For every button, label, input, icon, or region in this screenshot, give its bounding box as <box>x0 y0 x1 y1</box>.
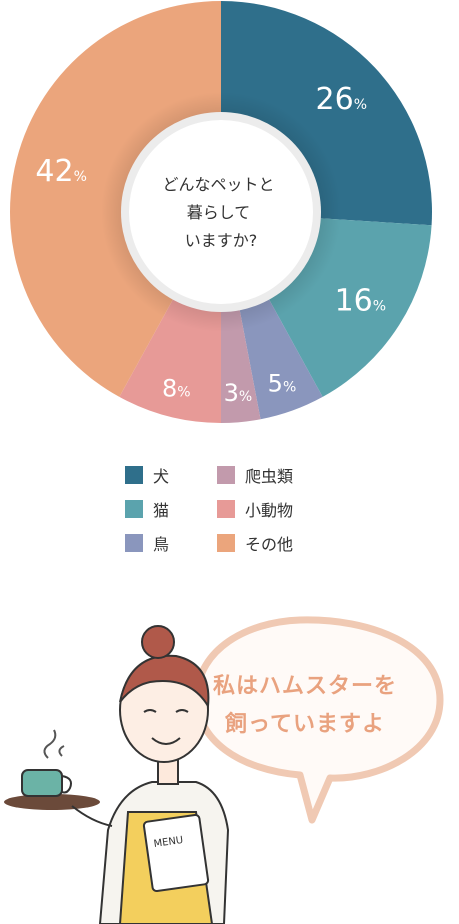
center-disc <box>129 120 313 304</box>
hair <box>119 654 210 710</box>
center-text-line-2: 暮らして <box>187 203 251 222</box>
legend-item-reptile: 爬虫類 <box>217 462 337 488</box>
legend: 犬 爬虫類 猫 小動物 鳥 その他 <box>125 462 337 556</box>
slice-label: 26% <box>316 82 368 117</box>
speech-bubble <box>193 616 444 824</box>
tray <box>4 794 100 810</box>
menu-label: MENU <box>153 835 184 850</box>
slice-label: 3% <box>224 379 253 407</box>
legend-item-other: その他 <box>217 530 337 556</box>
legend-swatch <box>125 500 143 518</box>
speech-line-1: 私はハムスターを <box>212 674 397 699</box>
center-text: どんなペットと 暮らして いますか? <box>162 175 279 250</box>
legend-item-dog: 犬 <box>125 462 217 488</box>
smile <box>151 737 181 745</box>
legend-swatch <box>217 534 235 552</box>
waitress-illustration: MENU <box>4 616 444 924</box>
pie-chart: どんなペットと 暮らして いますか? 26% 16% 5% 3% 8% 42% <box>9 1 432 423</box>
slice-label: 16% <box>335 283 387 318</box>
legend-swatch <box>217 466 235 484</box>
cup-handle <box>61 775 72 794</box>
speech-bubble-text: 私はハムスターを 飼っていますよ <box>200 668 410 744</box>
center-text-line-3: いますか? <box>185 231 258 250</box>
steam-icon <box>43 729 57 759</box>
hair-bun <box>141 625 175 659</box>
legend-item-small-animal: 小動物 <box>217 496 337 522</box>
legend-item-bird: 鳥 <box>125 530 217 556</box>
menu-card <box>142 813 210 893</box>
legend-item-cat: 猫 <box>125 496 217 522</box>
speech-line-2: 飼っていますよ <box>225 712 385 737</box>
right-eye <box>175 709 189 713</box>
center-text-line-1: どんなペットと <box>162 175 274 194</box>
slice-label: 5% <box>268 369 297 397</box>
slice-label: 42% <box>35 154 87 189</box>
slice-label: 8% <box>162 374 191 402</box>
legend-swatch <box>125 534 143 552</box>
legend-swatch <box>217 500 235 518</box>
legend-swatch <box>125 466 143 484</box>
cup-icon <box>21 769 63 797</box>
left-eye <box>143 709 157 713</box>
